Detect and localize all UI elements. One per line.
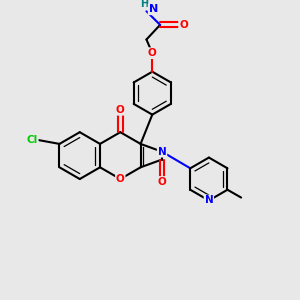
Text: H: H — [140, 0, 148, 9]
Text: Cl: Cl — [26, 135, 38, 145]
Text: O: O — [116, 174, 125, 184]
Text: O: O — [148, 48, 157, 58]
Text: N: N — [148, 4, 158, 14]
Text: O: O — [179, 20, 188, 30]
Text: N: N — [205, 196, 213, 206]
Text: N: N — [158, 147, 167, 157]
Text: O: O — [158, 177, 167, 187]
Text: O: O — [116, 105, 125, 115]
